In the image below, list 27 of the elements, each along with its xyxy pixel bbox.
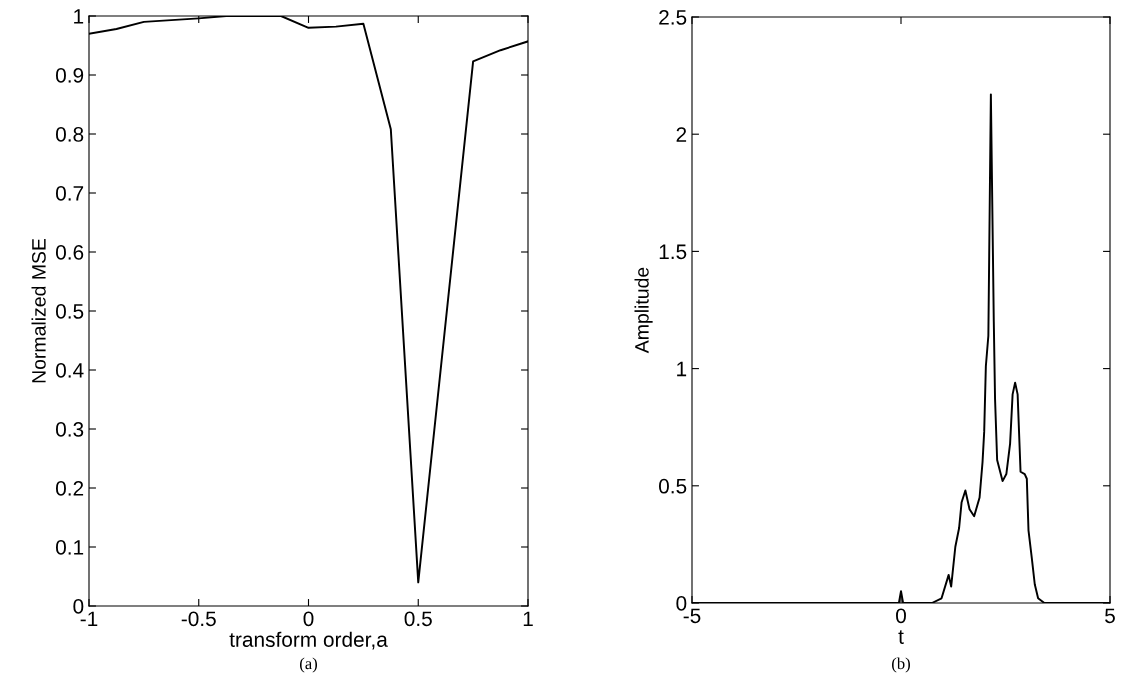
x-tick-label: -0.5	[181, 611, 216, 627]
text: (b)	[892, 657, 910, 673]
y-tick-label: 0.9	[55, 68, 84, 83]
x-tick-label: 1	[523, 611, 533, 626]
y-tick-label: 0.5	[658, 478, 687, 494]
y-tick-label: 2	[676, 127, 687, 142]
y-tick-label: 1	[677, 361, 687, 377]
y-tick-label: 0.7	[55, 186, 84, 201]
x-tick-label: 0.5	[404, 611, 432, 627]
y-axis-title: Amplitude	[634, 267, 653, 354]
y-tick-label: 1.5	[659, 244, 687, 260]
y-tick-label: 1	[74, 9, 84, 24]
x-tick-label: 5	[1105, 608, 1115, 624]
x-tick-label: 0	[303, 611, 314, 627]
text: (a)	[299, 657, 318, 673]
y-tick-label: 0.6	[55, 245, 84, 260]
y-tick-label: 0.8	[55, 127, 84, 142]
y-tick-label: 2.5	[659, 10, 687, 25]
x-axis-title: t	[898, 630, 904, 644]
x-axis-title: transform order,a	[229, 631, 388, 650]
y-tick-label: 0.4	[55, 363, 84, 378]
y-axis-title: Normalized MSE	[31, 238, 46, 383]
y-tick-label: 0.1	[55, 540, 84, 555]
y-tick-label: 0.5	[55, 304, 84, 319]
x-tick-label: 0	[896, 608, 906, 624]
y-tick-label: 0.3	[55, 422, 84, 437]
y-tick-label: 0.2	[55, 481, 84, 496]
